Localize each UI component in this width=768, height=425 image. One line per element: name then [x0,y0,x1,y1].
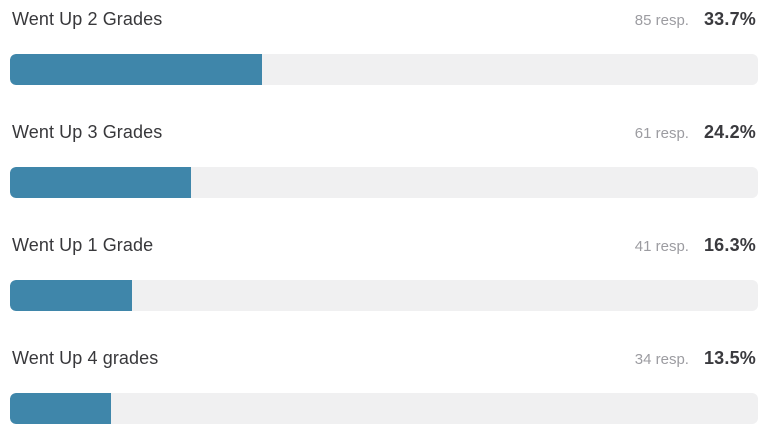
bar-track [10,393,758,424]
percentage-value: 24.2% [703,122,756,142]
result-row-header: Went Up 1 Grade 41 resp. 16.3% [12,234,756,258]
answer-stats: 34 resp. 13.5% [635,347,756,371]
bar-track [10,54,758,85]
result-row-header: Went Up 3 Grades 61 resp. 24.2% [12,121,756,145]
bar-fill [10,167,192,198]
responses-count: 85 resp. [634,12,689,29]
result-row: Went Up 2 Grades 85 resp. 33.7% [10,8,758,85]
result-row-header: Went Up 2 Grades 85 resp. 33.7% [12,8,756,32]
answer-stats: 41 resp. 16.3% [635,234,756,258]
answer-stats: 85 resp. 33.7% [635,8,756,32]
bar-fill [10,280,132,311]
bar-fill [10,393,111,424]
answer-label: Went Up 2 Grades [12,9,163,29]
bar-track [10,280,758,311]
answer-label: Went Up 1 Grade [12,235,154,255]
bar-track [10,167,758,198]
answer-label: Went Up 4 grades [12,348,159,368]
percentage-value: 33.7% [703,9,756,29]
result-row: Went Up 4 grades 34 resp. 13.5% [10,347,758,424]
responses-count: 41 resp. [634,238,689,255]
percentage-value: 13.5% [703,348,756,368]
percentage-value: 16.3% [703,235,756,255]
chart-rows: Went Up 2 Grades 85 resp. 33.7% Went Up … [10,8,758,424]
responses-count: 34 resp. [634,351,689,368]
responses-count: 61 resp. [634,125,689,142]
result-row-header: Went Up 4 grades 34 resp. 13.5% [12,347,756,371]
result-row: Went Up 3 Grades 61 resp. 24.2% [10,121,758,198]
result-row: Went Up 1 Grade 41 resp. 16.3% [10,234,758,311]
answer-stats: 61 resp. 24.2% [635,121,756,145]
bar-fill [10,54,263,85]
answer-label: Went Up 3 Grades [12,122,163,142]
